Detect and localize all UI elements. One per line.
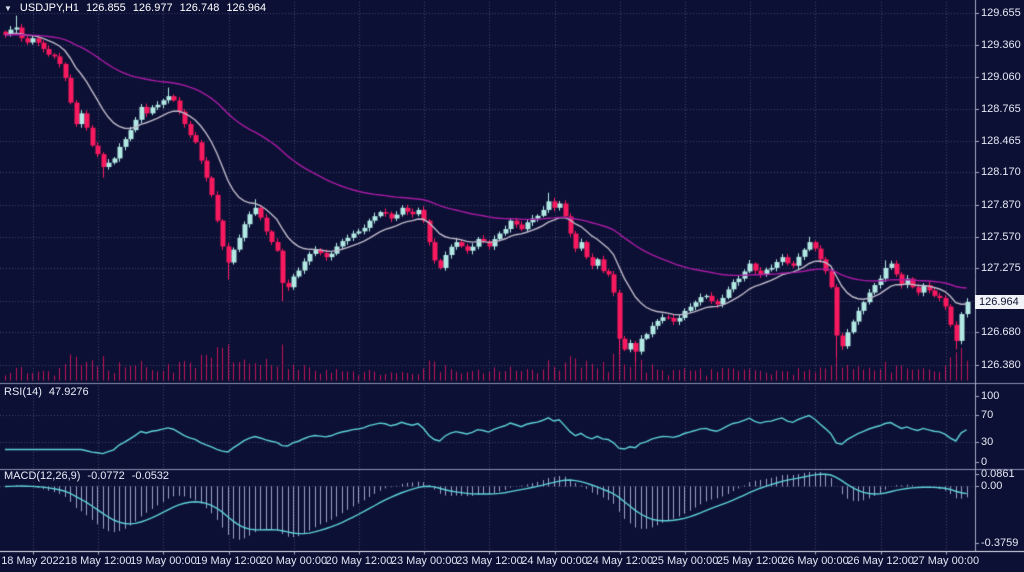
macd-panel-label: MACD(12,26,9) -0.0772 -0.0532: [4, 470, 169, 482]
price-tick-label: 128.170: [981, 166, 1021, 179]
macd-signal-value: -0.0532: [131, 470, 170, 482]
time-tick-label: 23 May 00:00: [390, 555, 458, 567]
time-tick-label: 26 May 00:00: [782, 555, 849, 567]
time-tick-label: 20 May 12:00: [325, 555, 393, 567]
price-tick-label: 127.570: [981, 230, 1021, 243]
ohlc-close: 126.964: [226, 2, 267, 14]
symbol-dropdown-icon[interactable]: ▼: [4, 3, 12, 13]
price-tick-label: 129.060: [981, 70, 1021, 83]
time-tick-label: 26 May 12:00: [847, 555, 914, 567]
macd-tick-label: -0.3759: [981, 537, 1019, 549]
rsi-tick-label: 100: [981, 389, 1000, 402]
ohlc-low: 126.748: [179, 2, 220, 14]
price-tick-label: 127.870: [981, 198, 1021, 211]
price-tick-label: 126.680: [981, 326, 1021, 339]
current-price-badge: 126.964: [975, 294, 1024, 309]
time-tick-label: 19 May 00:00: [130, 555, 197, 567]
price-tick-label: 128.465: [981, 134, 1021, 147]
time-tick-label: 24 May 00:00: [521, 555, 588, 567]
time-tick-label: 18 May 12:00: [64, 555, 132, 567]
macd-value: -0.0772: [87, 470, 125, 482]
time-tick-label: 24 May 12:00: [586, 555, 654, 567]
chart-header: ▼ USDJPY,H1 126.855 126.977 126.748 126.…: [4, 2, 266, 14]
ohlc-open: 126.855: [86, 2, 126, 14]
rsi-panel-label: RSI(14) 47.9276: [4, 386, 89, 398]
macd-tick-label: 0.00: [981, 480, 1003, 493]
time-tick-label: 25 May 12:00: [716, 555, 784, 567]
macd-tick-label: 0.0861: [981, 467, 1015, 480]
time-tick-label: 25 May 00:00: [651, 555, 719, 567]
time-tick-label: 23 May 12:00: [456, 555, 523, 567]
time-tick-label: 20 May 00:00: [260, 555, 328, 567]
rsi-label: RSI(14): [4, 386, 42, 398]
symbol-title: USDJPY,H1: [19, 2, 80, 14]
ohlc-high: 126.977: [132, 2, 173, 14]
price-tick-label: 126.380: [981, 358, 1021, 371]
time-tick-label: 19 May 12:00: [195, 555, 262, 567]
rsi-tick-label: 70: [981, 409, 994, 422]
rsi-value: 47.9276: [48, 386, 89, 398]
price-tick-label: 127.275: [981, 262, 1021, 275]
time-tick-label: 27 May 00:00: [912, 555, 980, 567]
price-tick-label: 129.360: [981, 38, 1021, 51]
price-tick-label: 129.655: [981, 7, 1021, 19]
time-tick-label: 18 May 2022: [1, 555, 65, 567]
rsi-tick-label: 30: [981, 435, 994, 448]
macd-label: MACD(12,26,9): [4, 470, 81, 482]
price-tick-label: 128.765: [981, 102, 1021, 115]
rsi-tick-label: 0: [981, 455, 988, 468]
